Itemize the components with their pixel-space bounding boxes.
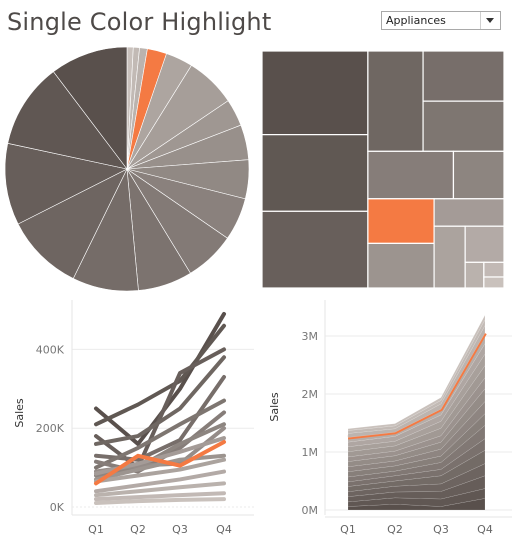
treemap-tile [483, 261, 505, 278]
treemap-tile [433, 198, 505, 227]
line-series [94, 469, 226, 494]
category-filter-dropdown[interactable]: Appliances [381, 11, 501, 30]
treemap-tile [367, 242, 435, 289]
treemap-tile [261, 134, 369, 212]
page-title: Single Color Highlight [7, 8, 272, 36]
line-x-tick: Q3 [172, 523, 188, 536]
line-series [94, 453, 226, 482]
line-series [94, 457, 226, 484]
line-x-tick: Q2 [130, 523, 146, 536]
area-chart[interactable]: 0M 1M 2M 3M Q1 Q2 Q3 Q4 Sales [268, 300, 512, 536]
treemap-tile [422, 100, 505, 152]
pie-slice [7, 71, 128, 170]
area-layer [347, 315, 486, 431]
line-series [94, 355, 226, 446]
line-series [94, 323, 226, 427]
area-layer [347, 449, 486, 493]
treemap-tile [464, 261, 485, 289]
line-chart[interactable]: 0K 200K 400K Q1 Q2 Q3 Q4 Sales [13, 300, 254, 536]
treemap-tile [464, 225, 505, 263]
area-y-tick: 3M [302, 330, 319, 343]
area-x-tick: Q2 [387, 523, 403, 536]
pie-slice [4, 142, 128, 225]
line-x-tick: Q1 [88, 523, 104, 536]
treemap-tile [367, 50, 424, 152]
area-layer [347, 353, 486, 452]
line-series [94, 497, 226, 506]
area-layer [347, 324, 486, 438]
pie-slice [53, 46, 128, 170]
treemap-tile [422, 50, 505, 102]
area-y-tick: 1M [302, 446, 319, 459]
treemap-tile [261, 210, 369, 289]
area-layer [347, 319, 486, 434]
treemap-tile [261, 50, 369, 136]
treemap-tile [452, 150, 505, 200]
area-x-tick: Q3 [433, 523, 449, 536]
line-y-tick: 400K [36, 343, 65, 356]
pie-slice [17, 168, 128, 279]
area-y-label: Sales [268, 392, 281, 422]
line-series [94, 481, 226, 498]
pie-chart[interactable] [4, 46, 250, 292]
line-series [94, 398, 226, 470]
area-y-tick: 2M [302, 388, 319, 401]
area-layer [347, 475, 486, 503]
area-layer [347, 400, 486, 473]
area-y-tick: 0M [302, 504, 319, 517]
area-x-tick: Q1 [340, 523, 356, 536]
chevron-down-icon[interactable] [480, 12, 500, 29]
treemap-tile [483, 276, 505, 289]
category-filter-value: Appliances [386, 14, 446, 27]
treemap-tile [367, 198, 435, 244]
area-x-tick: Q4 [477, 523, 493, 536]
area-layer [347, 342, 486, 448]
line-y-tick: 200K [36, 422, 65, 435]
line-series [94, 439, 226, 486]
line-x-tick: Q4 [216, 523, 232, 536]
line-y-tick: 0K [50, 501, 65, 514]
treemap-tile [433, 225, 466, 289]
treemap-chart[interactable] [261, 50, 505, 289]
line-series [94, 491, 226, 502]
line-y-label: Sales [13, 398, 26, 428]
area-layer [347, 364, 486, 458]
treemap-tile [367, 150, 455, 200]
